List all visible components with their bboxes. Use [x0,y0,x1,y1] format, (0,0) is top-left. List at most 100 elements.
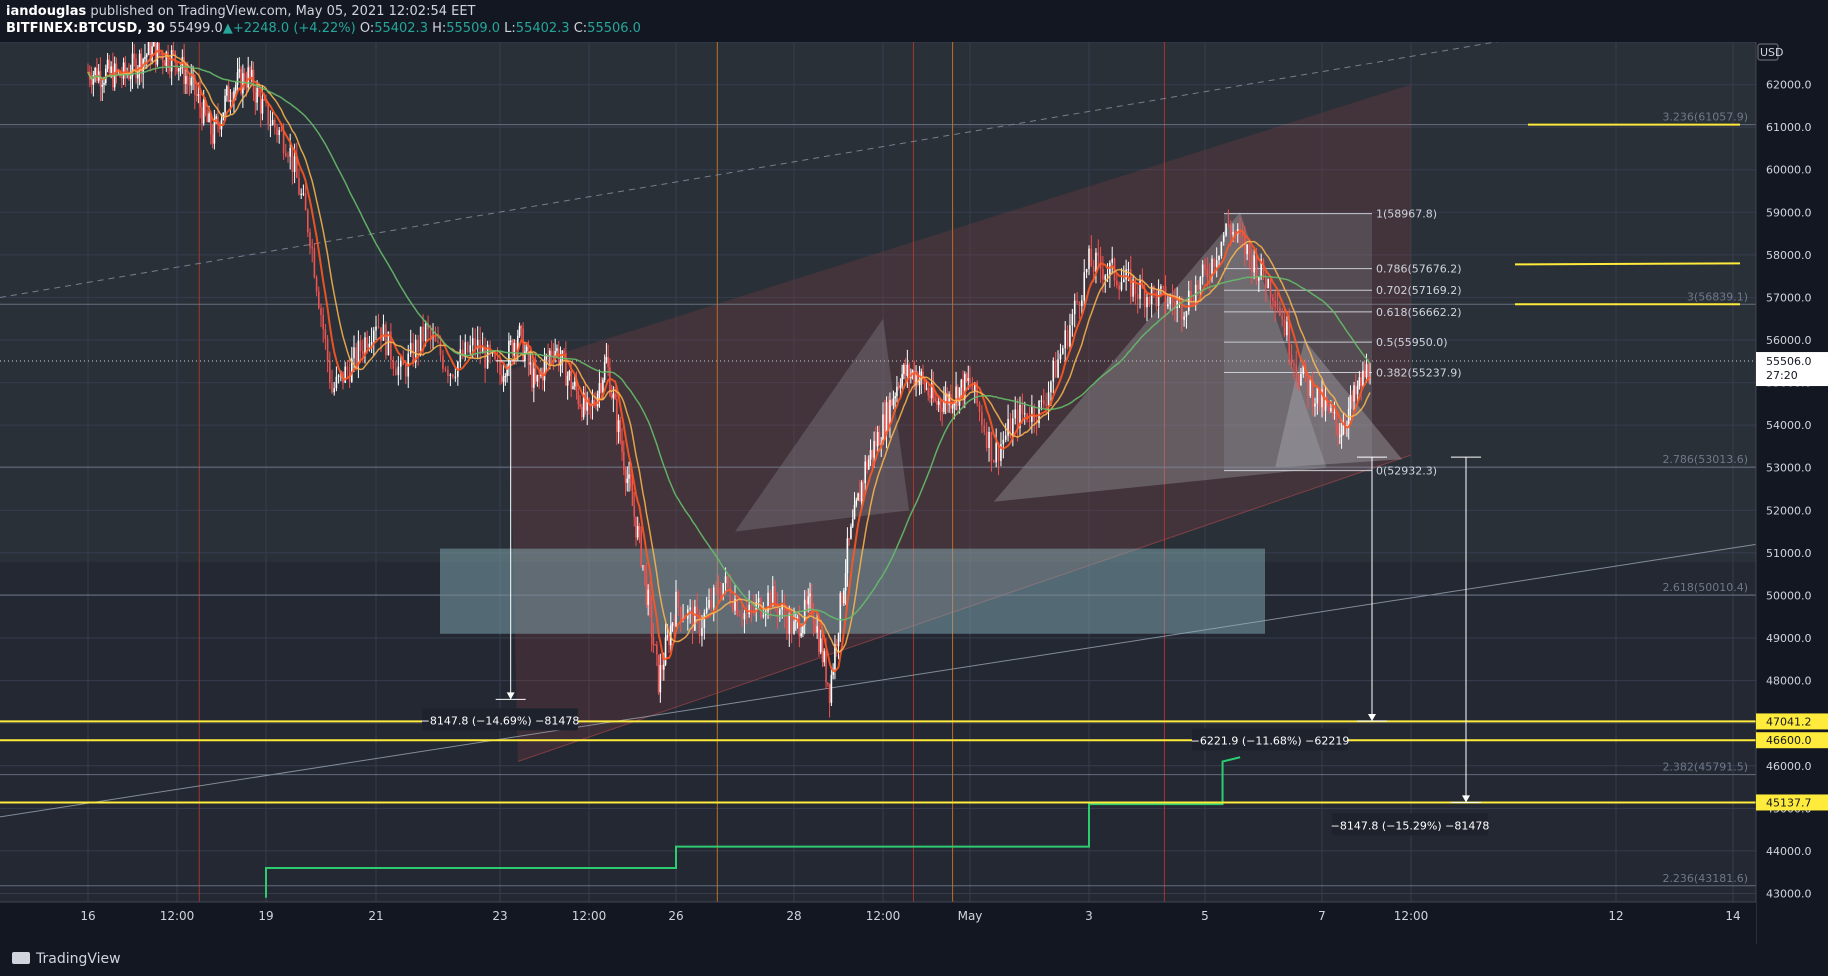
candle-body [834,644,836,670]
candle-body [753,608,755,612]
candle-body [965,373,968,381]
candle-body [188,80,191,86]
price-axis-background[interactable] [1756,42,1828,944]
candle-body [1267,279,1269,289]
candle-body [1234,231,1237,235]
candle-body [1358,377,1361,386]
candle-body [1314,403,1316,407]
candle-body [204,99,207,114]
extension-level-label: 2.382(45791.5) [1662,761,1748,774]
candle-body [208,113,210,123]
candle-body [1157,288,1160,307]
candle-body [1171,297,1174,303]
candle-body [1290,354,1293,364]
publisher-line: iandouglas published on TradingView.com,… [6,4,476,19]
candle-body [385,324,387,356]
candle-body [373,330,375,343]
candle-body [377,326,380,328]
candle-body [1090,248,1093,267]
time-tick-label: 26 [668,909,683,923]
candle-body [890,400,893,406]
candle-body [712,587,715,608]
candle-body [153,42,155,47]
candle-body [621,440,623,452]
yellow-price-badge: 45137.7 [1766,796,1812,809]
candle-body [609,367,611,395]
candle-body [110,66,112,73]
candle-body [133,53,136,59]
candle-body [447,369,449,376]
candle-body [397,366,400,376]
candle-body [256,87,258,103]
triangle-pattern [993,212,1327,502]
measure-arrowhead [506,692,515,700]
price-tick-label: 43000.0 [1766,887,1812,900]
candle-body [883,414,886,435]
candle-body [185,76,187,84]
candle-body [941,407,943,412]
channel-drawings [0,42,1757,818]
candle-body [318,291,320,309]
candle-body [757,598,760,603]
footer: TradingView [0,944,1828,976]
candle-body [654,644,656,646]
publisher-name[interactable]: iandouglas [6,4,87,19]
candle-body [860,482,863,502]
candle-body [679,607,682,620]
time-tick-label: 12 [1608,909,1623,923]
candle-body [1355,385,1357,395]
candle-body [218,124,221,130]
candle-body [593,400,596,405]
candle-body [242,73,244,94]
candle-body [1164,286,1167,307]
candle-body [249,67,251,78]
high-label: H: [432,21,447,36]
candle-body [434,335,437,342]
currency-badge: USD [1760,46,1784,59]
candle-body [161,54,164,63]
candle-body [476,339,479,349]
candle-body [245,85,248,88]
candle-body [382,324,385,341]
candle-body [876,432,879,447]
candle-body [774,585,776,603]
candle-body [705,607,708,613]
time-axis-background[interactable] [0,902,1756,944]
candle-body [859,493,861,502]
candle-body [390,331,392,361]
candle-body [925,388,928,390]
candle-body [652,636,655,645]
candle-body [937,401,940,405]
candle-body [1019,404,1021,428]
candle-body [951,405,954,409]
time-tick-label: 21 [368,909,383,923]
currency-badge-box[interactable] [1757,43,1779,61]
yellow-price-badge: 47041.2 [1766,715,1812,728]
candle-body [939,401,942,408]
candle-body [115,63,118,73]
candle-body [666,635,669,638]
candle-body [762,615,765,617]
time-tick-label: 23 [492,909,507,923]
candle-body [633,505,636,517]
candle-body [236,72,239,86]
candle-body [368,343,371,348]
fib-level-label: 0.702(57169.2) [1376,284,1462,297]
time-axis-labels: 16 12:00 19 21 23 12:00 26 28 12:00 May 3 5 7 12:00 12… [80,909,1740,923]
candle-body [1222,235,1225,242]
candle-body [818,626,820,653]
candle-body [427,323,429,330]
candle-body [1300,374,1302,386]
candle-body [600,383,602,393]
candle-body [202,99,205,124]
ma-mid-line [87,54,1371,654]
candle-body [897,386,900,388]
candle-body [929,395,931,399]
candle-body [1132,279,1134,297]
price-chart[interactable]: 3.236(61057.9) 3(56839.1) 2.786(53013.6) 2.… [0,42,1828,944]
candle-body [462,349,464,358]
symbol-name[interactable]: BITFINEX:BTCUSD, 30 [6,21,165,36]
candle-body [708,600,710,608]
candle-body [1040,400,1043,402]
tradingview-brand[interactable]: TradingView [12,951,121,967]
